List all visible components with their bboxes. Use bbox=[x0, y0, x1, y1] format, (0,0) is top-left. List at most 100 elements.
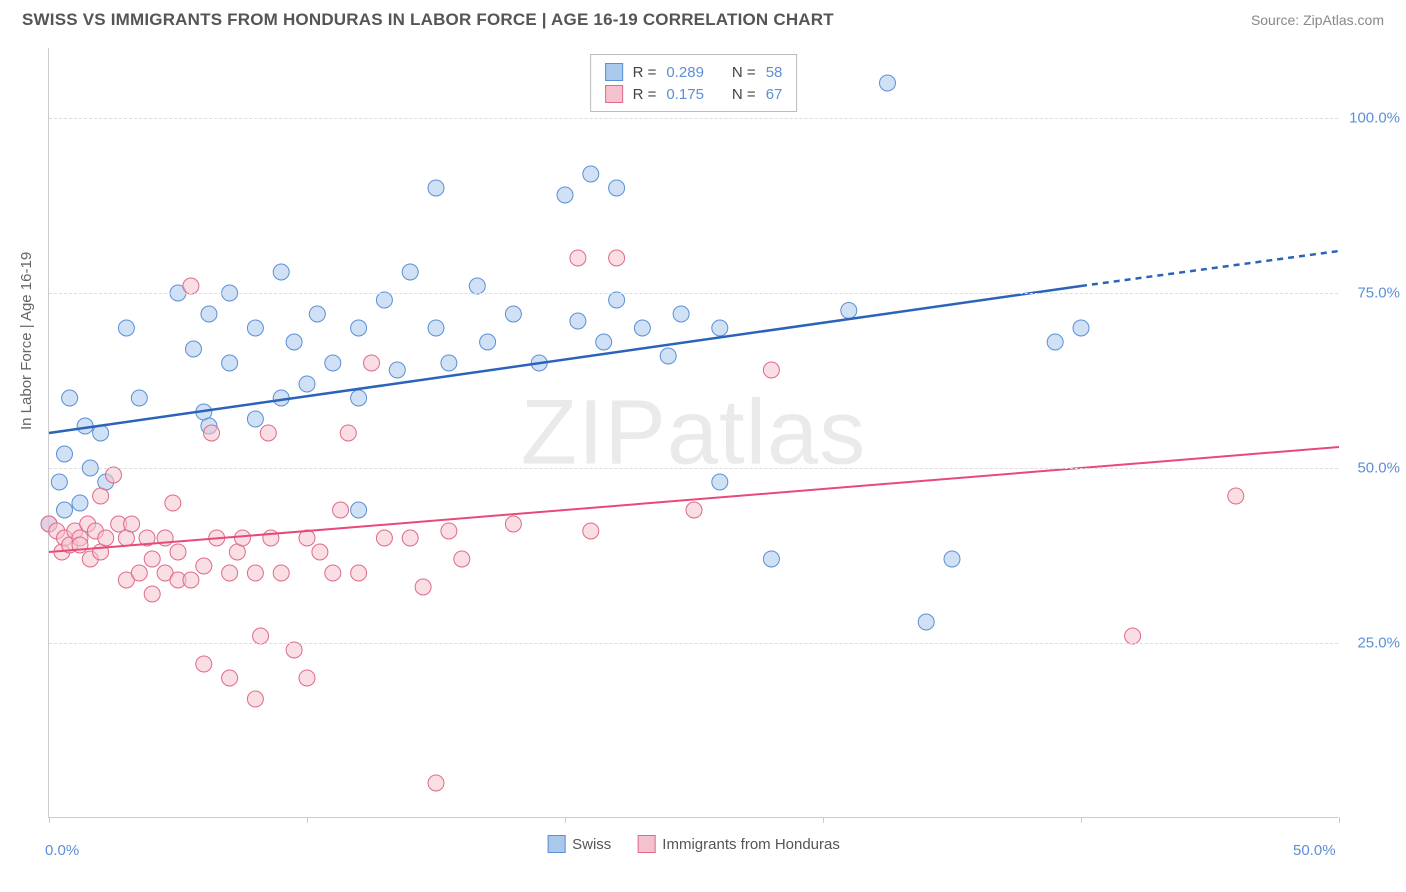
data-point bbox=[299, 670, 315, 686]
data-point bbox=[841, 303, 857, 319]
data-point bbox=[235, 530, 251, 546]
data-point bbox=[660, 348, 676, 364]
data-point bbox=[183, 278, 199, 294]
legend-stats: R = 0.289 N = 58 R = 0.175 N = 67 bbox=[590, 54, 798, 112]
r-label: R = bbox=[633, 86, 657, 103]
data-point bbox=[273, 264, 289, 280]
data-point bbox=[56, 446, 72, 462]
data-point bbox=[144, 551, 160, 567]
n-label: N = bbox=[732, 86, 756, 103]
data-point bbox=[609, 180, 625, 196]
swatch-icon bbox=[605, 63, 623, 81]
data-point bbox=[106, 467, 122, 483]
chart-title: SWISS VS IMMIGRANTS FROM HONDURAS IN LAB… bbox=[22, 10, 834, 30]
y-tick-label: 100.0% bbox=[1349, 110, 1400, 127]
data-point bbox=[570, 250, 586, 266]
data-point bbox=[131, 390, 147, 406]
data-point bbox=[124, 516, 140, 532]
x-tick-label: 50.0% bbox=[1293, 842, 1336, 859]
data-point bbox=[634, 320, 650, 336]
data-point bbox=[222, 355, 238, 371]
data-point bbox=[260, 425, 276, 441]
data-point bbox=[609, 250, 625, 266]
data-point bbox=[1125, 628, 1141, 644]
data-point bbox=[596, 334, 612, 350]
legend-item: Immigrants from Honduras bbox=[637, 835, 840, 853]
data-point bbox=[93, 488, 109, 504]
data-point bbox=[505, 516, 521, 532]
data-point bbox=[118, 320, 134, 336]
gridline bbox=[49, 643, 1338, 644]
data-point bbox=[253, 628, 269, 644]
data-point bbox=[609, 292, 625, 308]
data-point bbox=[402, 530, 418, 546]
data-point bbox=[165, 495, 181, 511]
data-point bbox=[364, 355, 380, 371]
r-value: 0.175 bbox=[666, 86, 704, 103]
data-point bbox=[351, 390, 367, 406]
data-point bbox=[201, 306, 217, 322]
trend-line-dashed bbox=[1081, 251, 1339, 286]
data-point bbox=[196, 558, 212, 574]
swatch-icon bbox=[605, 85, 623, 103]
data-point bbox=[376, 530, 392, 546]
r-value: 0.289 bbox=[666, 64, 704, 81]
n-value: 67 bbox=[766, 86, 783, 103]
data-point bbox=[880, 75, 896, 91]
trend-line bbox=[49, 447, 1339, 552]
data-point bbox=[56, 502, 72, 518]
data-point bbox=[712, 474, 728, 490]
data-point bbox=[763, 362, 779, 378]
data-point bbox=[944, 551, 960, 567]
data-point bbox=[570, 313, 586, 329]
data-point bbox=[51, 474, 67, 490]
gridline bbox=[49, 293, 1338, 294]
data-point bbox=[309, 306, 325, 322]
data-point bbox=[351, 502, 367, 518]
data-point bbox=[428, 775, 444, 791]
data-point bbox=[415, 579, 431, 595]
data-point bbox=[72, 495, 88, 511]
data-point bbox=[480, 334, 496, 350]
data-point bbox=[247, 320, 263, 336]
y-axis-title: In Labor Force | Age 16-19 bbox=[18, 252, 35, 430]
data-point bbox=[185, 341, 201, 357]
swatch-icon bbox=[637, 835, 655, 853]
scatter-svg bbox=[49, 48, 1338, 817]
swatch-icon bbox=[547, 835, 565, 853]
data-point bbox=[273, 565, 289, 581]
x-tick bbox=[1339, 817, 1340, 823]
data-point bbox=[428, 320, 444, 336]
data-point bbox=[351, 320, 367, 336]
data-point bbox=[351, 565, 367, 581]
x-tick bbox=[49, 817, 50, 823]
x-tick bbox=[565, 817, 566, 823]
x-tick bbox=[307, 817, 308, 823]
data-point bbox=[247, 411, 263, 427]
data-point bbox=[333, 502, 349, 518]
legend-item: Swiss bbox=[547, 835, 611, 853]
data-point bbox=[376, 292, 392, 308]
legend-bottom: Swiss Immigrants from Honduras bbox=[547, 835, 840, 853]
data-point bbox=[557, 187, 573, 203]
n-value: 58 bbox=[766, 64, 783, 81]
data-point bbox=[196, 656, 212, 672]
data-point bbox=[402, 264, 418, 280]
data-point bbox=[673, 306, 689, 322]
data-point bbox=[686, 502, 702, 518]
y-tick-label: 25.0% bbox=[1357, 635, 1400, 652]
data-point bbox=[98, 530, 114, 546]
data-point bbox=[583, 166, 599, 182]
data-point bbox=[170, 544, 186, 560]
x-tick bbox=[1081, 817, 1082, 823]
gridline bbox=[49, 118, 1338, 119]
data-point bbox=[247, 691, 263, 707]
r-label: R = bbox=[633, 64, 657, 81]
legend-label: Swiss bbox=[572, 836, 611, 853]
data-point bbox=[183, 572, 199, 588]
legend-stats-row: R = 0.175 N = 67 bbox=[605, 83, 783, 105]
x-tick-label: 0.0% bbox=[45, 842, 79, 859]
data-point bbox=[583, 523, 599, 539]
data-point bbox=[454, 551, 470, 567]
n-label: N = bbox=[732, 64, 756, 81]
